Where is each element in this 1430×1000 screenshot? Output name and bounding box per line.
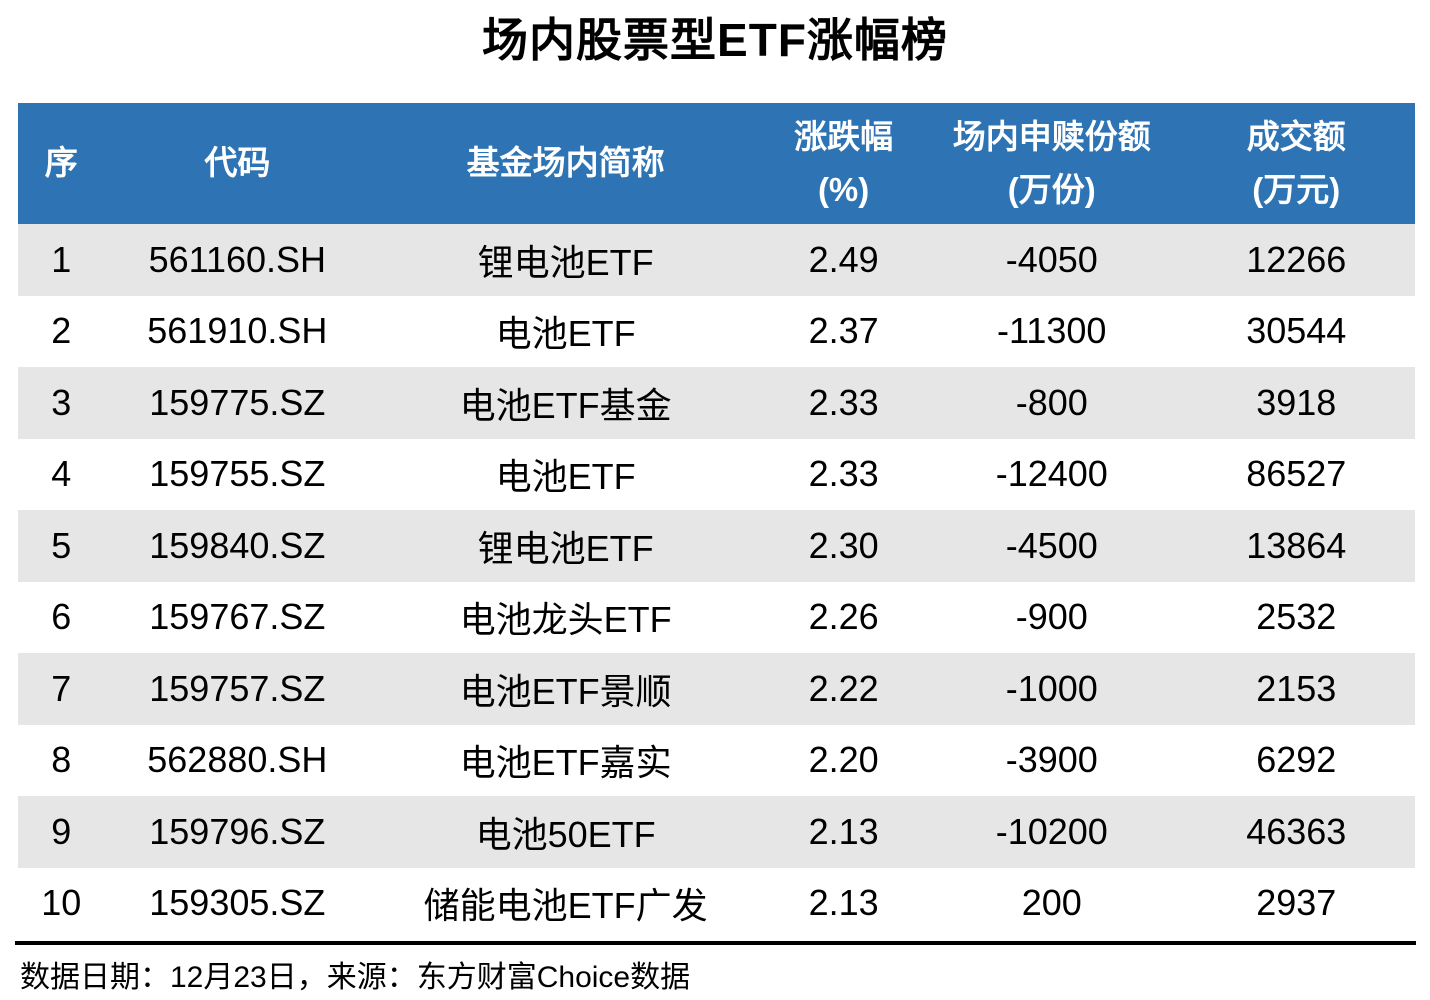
col-header-shares: 场内申赎份额 (万份) xyxy=(926,103,1178,224)
shares-cell: -1000 xyxy=(1005,667,1098,709)
fund-name-cell: 锂电池ETF xyxy=(477,527,654,569)
rank-cell: 6 xyxy=(51,596,72,638)
data-source-note: 数据日期：12月23日，来源：东方财富Choice数据 xyxy=(20,961,691,994)
shares-cell: -3900 xyxy=(1005,739,1098,781)
fund-name-cell: 电池ETF基金 xyxy=(459,384,672,426)
table-row: 5 159840.SZ 锂电池ETF 2.30 -4500 13864 xyxy=(18,510,1415,582)
header-unit: (万份) xyxy=(1007,170,1096,208)
page-title: 场内股票型ETF涨幅榜 xyxy=(482,14,948,66)
turnover-cell: 6292 xyxy=(1256,739,1337,781)
table-row: 1 561160.SH 锂电池ETF 2.49 -4050 12266 xyxy=(18,224,1415,296)
rank-cell: 7 xyxy=(51,667,72,709)
fund-name-cell: 电池ETF xyxy=(495,456,636,498)
header-label: 成交额 xyxy=(1246,117,1346,155)
table-header: 序 代码 基金场内简称 涨跌幅 (%) 场内申赎份额 (万份) 成交额 (万元 xyxy=(18,103,1415,224)
header-label: 代码 xyxy=(204,144,271,182)
header-label: 场内申赎份额 xyxy=(952,117,1151,155)
code-cell: 159796.SZ xyxy=(149,810,326,852)
table-row: 10 159305.SZ 储能电池ETF广发 2.13 200 2937 xyxy=(18,868,1415,940)
fund-name-cell: 电池ETF xyxy=(495,313,636,355)
change-pct-cell: 2.33 xyxy=(808,453,879,495)
header-unit: (万元) xyxy=(1252,170,1341,208)
rank-cell: 10 xyxy=(41,882,82,924)
shares-cell: -800 xyxy=(1015,381,1088,423)
col-header-change-pct: 涨跌幅 (%) xyxy=(761,103,927,224)
turnover-cell: 86527 xyxy=(1246,453,1347,495)
code-cell: 159840.SZ xyxy=(149,524,326,566)
turnover-cell: 46363 xyxy=(1246,810,1347,852)
change-pct-cell: 2.13 xyxy=(808,882,879,924)
fund-name-cell: 电池龙头ETF xyxy=(459,599,672,641)
col-header-code: 代码 xyxy=(104,103,371,224)
code-cell: 561910.SH xyxy=(147,310,328,352)
col-header-turnover: 成交额 (万元) xyxy=(1177,103,1415,224)
turnover-cell: 30544 xyxy=(1246,310,1347,352)
code-cell: 159757.SZ xyxy=(149,667,326,709)
shares-cell: -4500 xyxy=(1005,524,1098,566)
table-row: 9 159796.SZ 电池50ETF 2.13 -10200 46363 xyxy=(18,796,1415,868)
fund-name-cell: 电池ETF嘉实 xyxy=(459,742,672,784)
code-cell: 159767.SZ xyxy=(149,596,326,638)
rank-cell: 1 xyxy=(51,238,72,280)
header-unit: (%) xyxy=(817,170,870,208)
turnover-cell: 12266 xyxy=(1246,238,1347,280)
header-row: 序 代码 基金场内简称 涨跌幅 (%) 场内申赎份额 (万份) 成交额 (万元 xyxy=(18,103,1415,224)
change-pct-cell: 2.30 xyxy=(808,524,879,566)
change-pct-cell: 2.26 xyxy=(808,596,879,638)
header-label: 涨跌幅 xyxy=(794,117,894,155)
col-header-rank: 序 xyxy=(18,103,105,224)
change-pct-cell: 2.20 xyxy=(808,739,879,781)
rank-cell: 8 xyxy=(51,739,72,781)
shares-cell: 200 xyxy=(1021,882,1082,924)
code-cell: 159755.SZ xyxy=(149,453,326,495)
turnover-cell: 3918 xyxy=(1256,381,1337,423)
turnover-cell: 13864 xyxy=(1246,524,1347,566)
col-header-fund-name: 基金场内简称 xyxy=(370,103,762,224)
table-row: 8 562880.SH 电池ETF嘉实 2.20 -3900 6292 xyxy=(18,725,1415,797)
rank-cell: 3 xyxy=(51,381,72,423)
turnover-cell: 2937 xyxy=(1256,882,1337,924)
table-row: 6 159767.SZ 电池龙头ETF 2.26 -900 2532 xyxy=(18,582,1415,654)
change-pct-cell: 2.13 xyxy=(808,810,879,852)
code-cell: 561160.SH xyxy=(148,238,327,280)
rank-cell: 9 xyxy=(51,810,72,852)
fund-name-cell: 锂电池ETF xyxy=(477,241,654,283)
rank-cell: 2 xyxy=(51,310,72,352)
shares-cell: -10200 xyxy=(995,810,1108,852)
header-label: 基金场内简称 xyxy=(466,144,665,182)
table-body: 1 561160.SH 锂电池ETF 2.49 -4050 12266 2 56… xyxy=(18,224,1415,939)
code-cell: 562880.SH xyxy=(147,739,328,781)
shares-cell: -11300 xyxy=(997,310,1107,352)
table-row: 4 159755.SZ 电池ETF 2.33 -12400 86527 xyxy=(18,439,1415,511)
shares-cell: -900 xyxy=(1015,596,1088,638)
rank-cell: 5 xyxy=(51,524,72,566)
fund-name-cell: 电池50ETF xyxy=(475,813,656,855)
change-pct-cell: 2.22 xyxy=(808,667,879,709)
table-row: 7 159757.SZ 电池ETF景顺 2.22 -1000 2153 xyxy=(18,653,1415,725)
fund-name-cell: 电池ETF景顺 xyxy=(459,670,672,712)
change-pct-cell: 2.37 xyxy=(808,310,879,352)
rank-cell: 4 xyxy=(51,453,72,495)
change-pct-cell: 2.49 xyxy=(808,238,879,280)
header-label: 序 xyxy=(44,144,78,182)
table-row: 3 159775.SZ 电池ETF基金 2.33 -800 3918 xyxy=(18,367,1415,439)
footer-divider xyxy=(15,941,1416,945)
table-row: 2 561910.SH 电池ETF 2.37 -11300 30544 xyxy=(18,296,1415,368)
shares-cell: -4050 xyxy=(1005,238,1098,280)
shares-cell: -12400 xyxy=(995,453,1108,495)
code-cell: 159305.SZ xyxy=(149,882,326,924)
change-pct-cell: 2.33 xyxy=(808,381,879,423)
code-cell: 159775.SZ xyxy=(149,381,326,423)
turnover-cell: 2532 xyxy=(1256,596,1337,638)
fund-name-cell: 储能电池ETF广发 xyxy=(423,885,708,927)
etf-gainers-table: 序 代码 基金场内简称 涨跌幅 (%) 场内申赎份额 (万份) 成交额 (万元 xyxy=(18,103,1415,939)
turnover-cell: 2153 xyxy=(1256,667,1337,709)
